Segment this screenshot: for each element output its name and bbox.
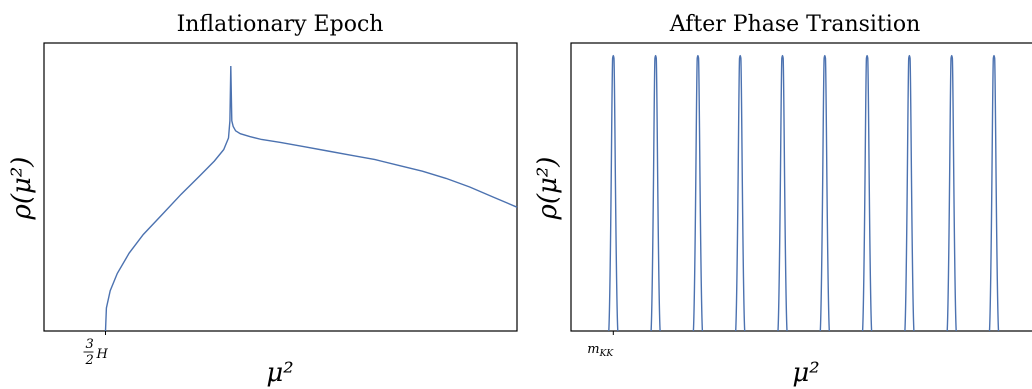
x-axis-label: μ² [792,358,819,388]
series-line [608,54,1000,332]
plot-frame [43,42,518,332]
series-line [104,65,518,332]
x-tick-label-numerator: 3 [85,337,93,352]
chart-title: Inflationary Epoch [177,12,384,37]
chart-title: After Phase Transition [669,12,921,37]
x-tick-label-symbol: H [95,347,108,362]
x-axis-label: μ² [266,358,293,388]
plot-frame [570,42,1032,332]
y-axis-label: ρ(μ²) [533,157,563,221]
x-tick-label-denominator: 2 [84,353,93,368]
x-tick-label: mKK [587,342,614,359]
y-axis-label: ρ(μ²) [7,157,37,221]
chart-after-phase-transition: After Phase Transition mKK μ² ρ(μ²) [533,12,1032,388]
chart-inflationary-epoch: Inflationary Epoch 32 H μ² ρ(μ²) [7,12,518,388]
